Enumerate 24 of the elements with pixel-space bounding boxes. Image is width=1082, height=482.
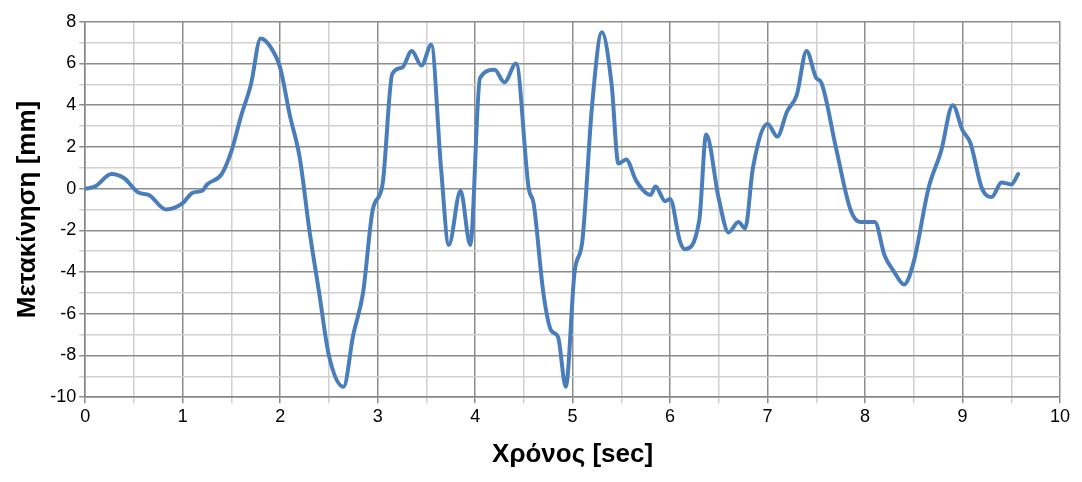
line-series: [85, 30, 1021, 389]
y-tick-label: 2: [66, 135, 77, 156]
x-tick-label: 2: [275, 405, 286, 426]
y-tick-label: -4: [60, 261, 77, 282]
x-axis-title: Χρόνος [sec]: [492, 437, 654, 468]
y-tick-label: 4: [66, 94, 77, 115]
x-tick-label: 6: [665, 405, 676, 426]
x-tick-label: 9: [957, 405, 968, 426]
x-tick-label: 10: [1049, 405, 1071, 426]
y-tick-label: 8: [66, 10, 77, 31]
x-tick-label: 8: [860, 405, 871, 426]
y-tick-label: -10: [50, 386, 77, 407]
y-axis-title: Μετακίνηση [mm]: [10, 100, 41, 319]
x-tick-label: 1: [177, 405, 188, 426]
x-tick-label: 5: [567, 405, 578, 426]
y-tick-label: -6: [60, 302, 77, 323]
x-tick-label: 0: [80, 405, 91, 426]
x-tick-label: 3: [372, 405, 383, 426]
y-tick-label: 0: [66, 177, 77, 198]
x-tick-label: 7: [762, 405, 773, 426]
y-tick-label: -8: [60, 344, 77, 365]
y-tick-label: 6: [66, 52, 77, 73]
y-tick-label: -2: [60, 219, 77, 240]
x-tick-label: 4: [470, 405, 481, 426]
